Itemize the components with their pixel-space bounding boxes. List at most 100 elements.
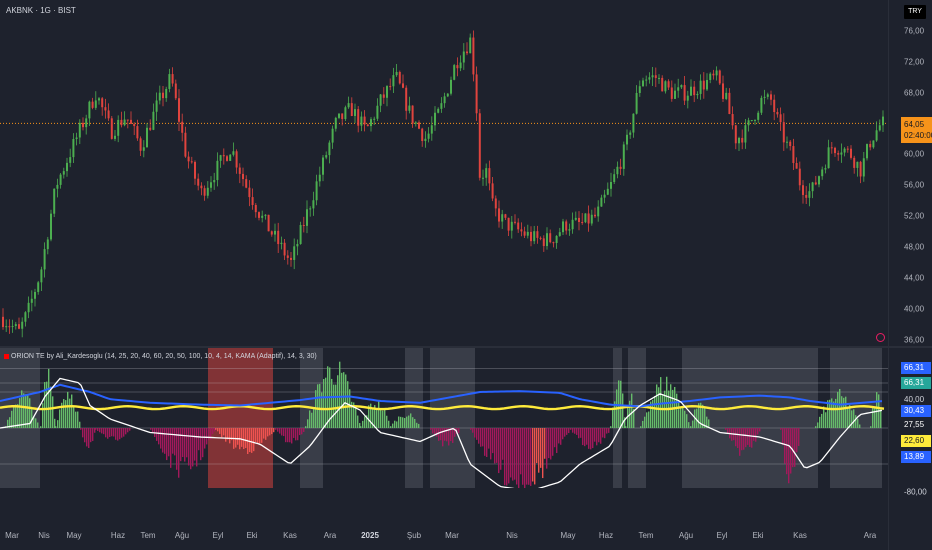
candle [712, 69, 715, 80]
histogram-bar [374, 405, 376, 428]
histogram-bar [530, 428, 532, 486]
histogram-bar [436, 428, 438, 437]
histogram-bar [631, 393, 633, 428]
candle [30, 290, 33, 312]
histogram-bar [786, 428, 788, 475]
candle [59, 173, 62, 189]
candle [798, 161, 801, 191]
candle [344, 105, 347, 122]
oscillator-value-tag: 22,60 [901, 435, 931, 447]
candle [565, 219, 568, 235]
histogram-bar [627, 407, 629, 428]
candle [475, 66, 478, 121]
histogram-bar [319, 383, 321, 428]
pane-divider[interactable] [0, 346, 932, 348]
candle [72, 133, 75, 164]
histogram-bar [402, 417, 404, 428]
candle [683, 75, 686, 106]
candle [430, 116, 433, 141]
histogram-bar [152, 428, 154, 434]
candle [754, 119, 756, 125]
candle [354, 103, 356, 123]
price-scale-label: 76,00 [904, 26, 925, 36]
histogram-bar [198, 428, 200, 451]
histogram-bar [540, 428, 542, 468]
histogram-bar [650, 401, 652, 428]
histogram-bar [833, 401, 835, 428]
candle [331, 125, 334, 149]
indicator-title[interactable]: ORION TE by Ali_Kardesoglu (14, 25, 20, … [4, 353, 317, 360]
histogram-bar [150, 428, 152, 430]
candle [267, 214, 270, 232]
indicator-title-text: ORION TE by Ali_Kardesoglu (14, 25, 20, … [11, 353, 317, 360]
histogram-bar [217, 428, 219, 432]
histogram-bar [123, 428, 125, 437]
histogram-bar [170, 428, 172, 468]
candle [517, 218, 520, 233]
histogram-bar [19, 398, 21, 428]
histogram-bar [323, 378, 325, 428]
candle [322, 155, 324, 182]
candle [466, 42, 468, 56]
oscillator-line-white [0, 377, 883, 488]
candle [629, 130, 632, 139]
oscillator-value-tag: 66,31 [901, 362, 931, 374]
histogram-bar [702, 404, 704, 428]
histogram-bar [450, 428, 452, 442]
oscillator-pane[interactable] [0, 348, 888, 488]
candle [338, 113, 340, 120]
candle [50, 209, 52, 242]
time-axis-label: Ara [863, 531, 877, 540]
histogram-bar [872, 408, 874, 428]
histogram-bar [510, 428, 512, 478]
histogram-bar [339, 361, 341, 428]
histogram-bar [648, 411, 650, 428]
candle [782, 113, 785, 151]
candle [120, 111, 123, 128]
candle [226, 155, 228, 162]
candle [334, 116, 337, 132]
candle [837, 150, 840, 161]
candle [469, 33, 472, 54]
price-pane[interactable] [0, 0, 888, 347]
histogram-bar [360, 426, 362, 428]
candle [43, 242, 46, 278]
price-axis-divider [888, 0, 889, 550]
candle [181, 113, 184, 142]
histogram-bar [414, 418, 416, 428]
candle [562, 218, 564, 235]
alert-icon[interactable] [876, 333, 885, 342]
histogram-bar [782, 428, 784, 445]
histogram-bar [739, 428, 741, 456]
histogram-bar [855, 415, 857, 428]
histogram-bar [257, 428, 259, 444]
histogram-bar [111, 428, 113, 437]
candle [302, 216, 305, 233]
histogram-bar [849, 404, 851, 428]
symbol-title[interactable]: AKBNK · 1G · BIST [6, 6, 76, 15]
time-axis-label: Mar [445, 531, 459, 540]
histogram-bar [743, 428, 745, 450]
currency-badge[interactable]: TRY [904, 5, 926, 19]
histogram-bar [117, 428, 119, 441]
histogram-bar [202, 428, 204, 458]
histogram-bar [380, 409, 382, 428]
candle [770, 90, 772, 106]
histogram-bar [245, 428, 247, 448]
histogram-bar [63, 399, 65, 428]
histogram-bar [265, 428, 267, 440]
histogram-bar [704, 406, 706, 428]
histogram-bar [440, 428, 442, 441]
histogram-bar [88, 428, 90, 449]
histogram-bar [472, 428, 474, 433]
histogram-bar [670, 384, 672, 428]
candle [606, 182, 609, 196]
candle [514, 214, 516, 225]
histogram-bar [612, 407, 614, 428]
histogram-bar [57, 420, 59, 428]
time-axis[interactable] [0, 488, 888, 550]
histogram-bar [196, 428, 198, 467]
candle [472, 30, 475, 82]
histogram-bar [749, 428, 751, 447]
